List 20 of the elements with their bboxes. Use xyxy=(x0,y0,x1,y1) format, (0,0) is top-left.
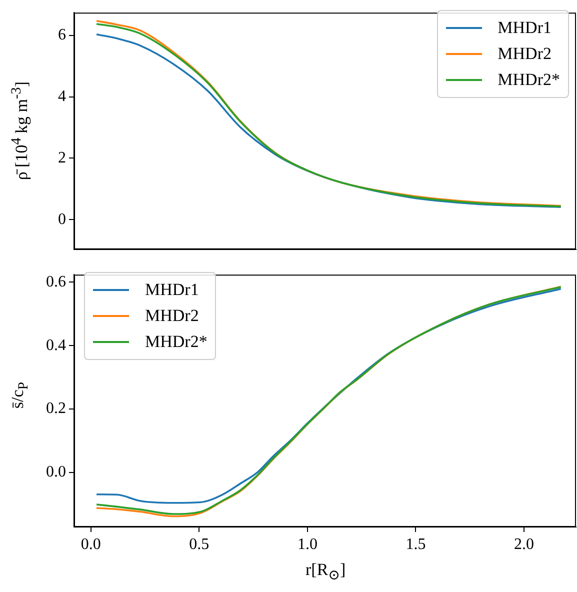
y-tick-label: 0.4 xyxy=(46,336,66,354)
y-tick-label: 0 xyxy=(58,210,66,228)
x-tick-label: 0.5 xyxy=(189,536,210,553)
x-axis-title: r[R$_{⊙}$] xyxy=(306,560,346,584)
x-tick-label: 1.0 xyxy=(297,536,318,553)
legend-label: MHDr1 xyxy=(498,18,552,38)
legend-label: MHDr2* xyxy=(498,70,560,90)
legend-label: MHDr1 xyxy=(145,280,199,300)
y-tick-label: 0.6 xyxy=(46,273,66,290)
x-tick-label: 0.0 xyxy=(80,536,101,553)
y-tick-label: 2 xyxy=(58,149,66,166)
y-tick-label: 4 xyxy=(58,88,66,105)
legend-label: MHDr2* xyxy=(145,332,208,352)
legend-label: MHDr2 xyxy=(145,306,199,326)
legend-label: MHDr2 xyxy=(498,44,552,64)
y-tick-label: 0.0 xyxy=(46,464,66,481)
y-tick-label: 6 xyxy=(58,26,66,44)
x-tick-label: 1.5 xyxy=(406,536,426,553)
x-tick-label: 2.0 xyxy=(514,536,534,553)
y-tick-label: 0.2 xyxy=(46,400,66,418)
